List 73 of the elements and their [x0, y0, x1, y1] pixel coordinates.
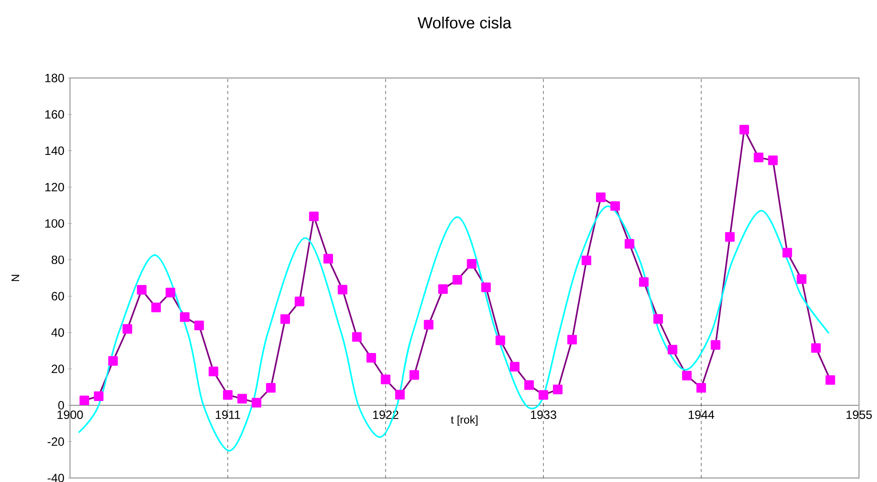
point	[481, 282, 491, 292]
y-tick-label: 120	[45, 182, 64, 192]
y-tick-label: -40	[48, 474, 64, 482]
point	[424, 320, 434, 330]
y-tick-label: 0	[58, 401, 64, 410]
point	[80, 396, 90, 406]
y-tick-label: 100	[45, 219, 64, 228]
point	[739, 124, 750, 134]
point	[352, 332, 362, 342]
point	[826, 375, 836, 385]
y-tick-label: 40	[51, 328, 64, 337]
point	[94, 391, 104, 401]
x-axis-title: t [rok]	[450, 416, 478, 426]
point	[639, 277, 649, 287]
point	[496, 336, 506, 346]
point	[754, 152, 764, 162]
point	[166, 288, 176, 298]
point	[466, 259, 476, 269]
chart-title: Wolfove cisla	[418, 16, 512, 28]
point	[409, 370, 420, 380]
point	[136, 285, 147, 295]
point	[266, 383, 276, 393]
x-tick-label: 1944	[688, 410, 714, 419]
point	[682, 370, 692, 380]
point	[438, 284, 448, 294]
point	[309, 212, 319, 222]
point	[567, 334, 577, 344]
point	[796, 274, 806, 284]
x-tick-label: 1933	[530, 410, 556, 419]
y-tick-label: -20	[48, 437, 64, 446]
point	[610, 201, 620, 211]
x-tick-label: 1955	[846, 410, 872, 419]
point	[510, 362, 520, 372]
point	[252, 398, 262, 408]
point	[811, 343, 821, 353]
point	[710, 340, 720, 350]
x-tick-label: 1900	[58, 410, 83, 419]
point	[768, 156, 778, 166]
point	[338, 284, 348, 294]
point	[624, 239, 634, 249]
point	[122, 324, 132, 334]
point	[696, 383, 706, 393]
point	[380, 374, 390, 384]
point	[180, 312, 190, 322]
y-tick-label: 180	[45, 74, 64, 82]
y-tick-label: 160	[45, 110, 64, 119]
point	[208, 366, 218, 376]
point	[280, 314, 290, 324]
point	[782, 248, 792, 258]
point	[151, 302, 161, 312]
point	[452, 275, 462, 285]
point	[223, 390, 233, 400]
point	[552, 384, 563, 394]
point	[366, 353, 376, 363]
point	[668, 344, 678, 354]
point	[725, 232, 735, 242]
point	[237, 394, 247, 404]
point	[596, 192, 606, 202]
point	[323, 254, 334, 264]
x-tick-label: 1911	[216, 410, 240, 419]
y-tick-label: 20	[52, 364, 64, 374]
point	[653, 314, 663, 324]
point	[582, 256, 592, 266]
y-tick-label: 80	[52, 256, 64, 264]
point	[524, 380, 534, 390]
point	[538, 390, 548, 400]
point	[194, 320, 204, 330]
point	[294, 296, 304, 306]
point	[108, 356, 118, 366]
y-tick-label: 140	[45, 146, 64, 155]
y-tick-label: 60	[52, 292, 64, 300]
point	[395, 390, 405, 400]
y-axis-title: N	[12, 274, 20, 282]
